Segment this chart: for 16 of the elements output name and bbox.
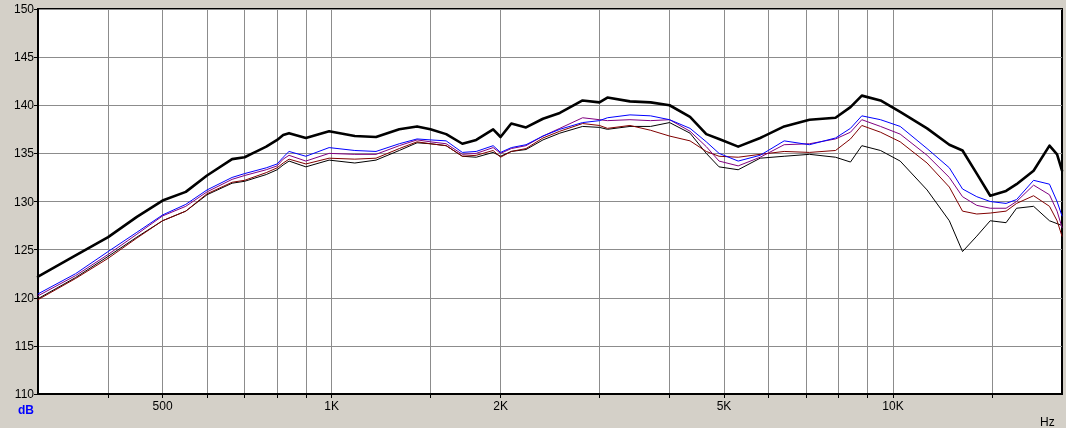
y-tick-label: 135 — [13, 146, 35, 161]
y-tick-label: 120 — [13, 290, 35, 305]
y-tick-label: 115 — [14, 338, 35, 353]
x-axis-title: Hz — [1040, 415, 1055, 428]
x-tick-label: 5K — [716, 399, 732, 413]
y-tick-label: 125 — [13, 242, 35, 257]
y-tick-label: 140 — [13, 98, 35, 113]
x-tick-label: 1K — [324, 399, 339, 413]
x-tick-label: 2K — [493, 399, 508, 413]
x-tick-label: 500 — [152, 399, 173, 413]
x-tick-label: 10K — [882, 399, 904, 413]
y-tick-label: 150 — [13, 2, 35, 16]
y-tick-label: 145 — [13, 50, 35, 65]
y-tick-label: 110 — [14, 387, 35, 401]
y-tick-label: 130 — [13, 194, 35, 209]
y-axis-title: dB — [18, 403, 35, 417]
